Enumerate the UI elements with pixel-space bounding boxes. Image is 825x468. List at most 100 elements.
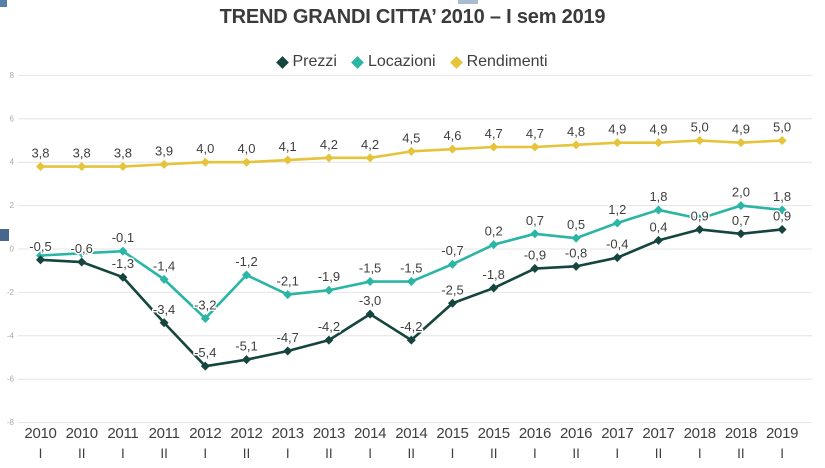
data-label-prezzi: 0,9	[773, 208, 791, 223]
marker-rendimenti	[489, 142, 499, 152]
marker-rendimenti	[406, 146, 416, 156]
x-axis-year-label: 2013	[313, 425, 345, 442]
x-axis-year-label: 2015	[436, 425, 468, 442]
marker-locazioni	[242, 270, 251, 280]
data-label-rendimenti: 3,8	[31, 146, 49, 161]
data-label-locazioni: 0,2	[485, 224, 503, 239]
x-axis-sem-label: II	[325, 446, 333, 461]
marker-prezzi	[530, 264, 540, 274]
data-label-rendimenti: 4,9	[649, 122, 667, 137]
x-axis-year-label: 2019	[766, 425, 798, 442]
data-label-rendimenti: 3,9	[155, 143, 173, 158]
data-label-prezzi: -3,0	[359, 293, 381, 308]
x-axis-sem-label: II	[243, 446, 251, 461]
data-label-prezzi: -1,3	[112, 256, 134, 271]
marker-locazioni	[612, 218, 622, 228]
data-label-prezzi: -2,5	[441, 282, 463, 297]
data-label-prezzi: -0,6	[70, 241, 92, 256]
marker-rendimenti	[695, 136, 705, 145]
y-axis-tick-label: -8	[7, 418, 15, 427]
marker-prezzi	[654, 235, 663, 245]
data-label-prezzi: -0,4	[606, 237, 628, 252]
marker-locazioni	[118, 246, 128, 256]
marker-prezzi	[777, 224, 787, 234]
y-axis-tick-label: 8	[10, 71, 15, 80]
x-axis-sem-label: II	[572, 446, 580, 461]
data-label-prezzi: -5,4	[194, 345, 216, 360]
data-label-rendimenti: 4,6	[443, 128, 461, 143]
legend-label: Locazioni	[367, 53, 436, 70]
marker-locazioni	[77, 248, 87, 258]
x-axis-year-label: 2011	[107, 425, 138, 442]
data-label-rendimenti: 4,9	[732, 122, 750, 137]
data-label-locazioni: -0,7	[441, 243, 463, 258]
marker-locazioni	[283, 290, 293, 300]
marker-prezzi	[242, 355, 251, 365]
y-axis-tick-label: 2	[10, 201, 15, 210]
marker-locazioni	[159, 274, 169, 284]
data-label-locazioni: 0,5	[567, 217, 585, 232]
data-label-prezzi: 0,9	[691, 208, 709, 223]
data-label-prezzi: -4,7	[276, 330, 298, 345]
data-label-locazioni: 2,0	[732, 185, 750, 200]
x-axis-year-label: 2018	[725, 425, 757, 442]
y-axis-tick-label: -4	[7, 331, 15, 340]
marker-rendimenti	[777, 136, 787, 145]
data-label-rendimenti: 4,7	[526, 126, 544, 141]
marker-rendimenti	[283, 155, 293, 165]
y-axis-tick-label: -6	[7, 375, 15, 384]
marker-locazioni	[200, 313, 210, 323]
x-axis-year-label: 2013	[272, 425, 304, 442]
marker-rendimenti	[612, 138, 622, 148]
legend-label: Prezzi	[292, 53, 337, 70]
x-axis-year-label: 2011	[149, 425, 180, 442]
x-axis-sem-label: I	[533, 446, 537, 461]
marker-rendimenti	[324, 153, 334, 163]
x-axis-sem-label: I	[451, 446, 455, 461]
data-label-prezzi: 0,7	[732, 213, 750, 228]
marker-prezzi	[159, 318, 169, 328]
y-axis-tick-label: 0	[10, 245, 15, 254]
data-label-locazioni: -1,9	[318, 269, 340, 284]
x-axis-sem-label: II	[78, 446, 86, 461]
marker-prezzi	[612, 253, 622, 263]
chart-legend: Prezzi Locazioni Rendimenti	[0, 53, 825, 71]
marker-rendimenti	[448, 144, 457, 154]
data-label-rendimenti: 3,8	[114, 146, 132, 161]
marker-rendimenti	[200, 157, 210, 167]
data-label-locazioni: 0,7	[526, 213, 544, 228]
marker-rendimenti	[365, 153, 375, 163]
marker-locazioni	[695, 214, 705, 224]
data-label-prezzi: -5,1	[235, 339, 257, 354]
data-label-rendimenti: 4,2	[320, 137, 338, 152]
slide-edge-artifact-left	[0, 229, 9, 241]
marker-prezzi	[36, 255, 45, 265]
x-axis-year-label: 2018	[684, 425, 716, 442]
data-label-rendimenti: 5,0	[691, 120, 709, 135]
y-axis-tick-label: 6	[10, 114, 15, 123]
marker-prezzi	[489, 283, 499, 293]
marker-prezzi	[324, 335, 334, 345]
x-axis-sem-label: I	[615, 446, 619, 461]
marker-prezzi	[736, 229, 746, 239]
x-axis-year-label: 2010	[24, 425, 56, 442]
data-label-prezzi: -4,2	[318, 319, 340, 334]
marker-locazioni	[448, 259, 457, 269]
slide-edge-artifact-top-left	[0, 0, 7, 7]
x-axis-sem-label: I	[368, 446, 372, 461]
data-label-rendimenti: 4,9	[608, 122, 626, 137]
data-label-locazioni: 1,8	[649, 189, 667, 204]
marker-rendimenti	[159, 159, 169, 169]
data-label-prezzi: -0,9	[524, 248, 546, 263]
marker-rendimenti	[77, 162, 87, 172]
data-label-prezzi: 0,4	[649, 219, 667, 234]
marker-prezzi	[448, 298, 457, 308]
data-label-rendimenti: 4,5	[402, 130, 420, 145]
x-axis-sem-label: II	[737, 446, 745, 461]
x-axis-year-label: 2016	[519, 425, 551, 442]
data-label-rendimenti: 4,1	[279, 139, 297, 154]
legend-label: Rendimenti	[466, 53, 548, 70]
x-axis-year-label: 2014	[354, 425, 386, 442]
